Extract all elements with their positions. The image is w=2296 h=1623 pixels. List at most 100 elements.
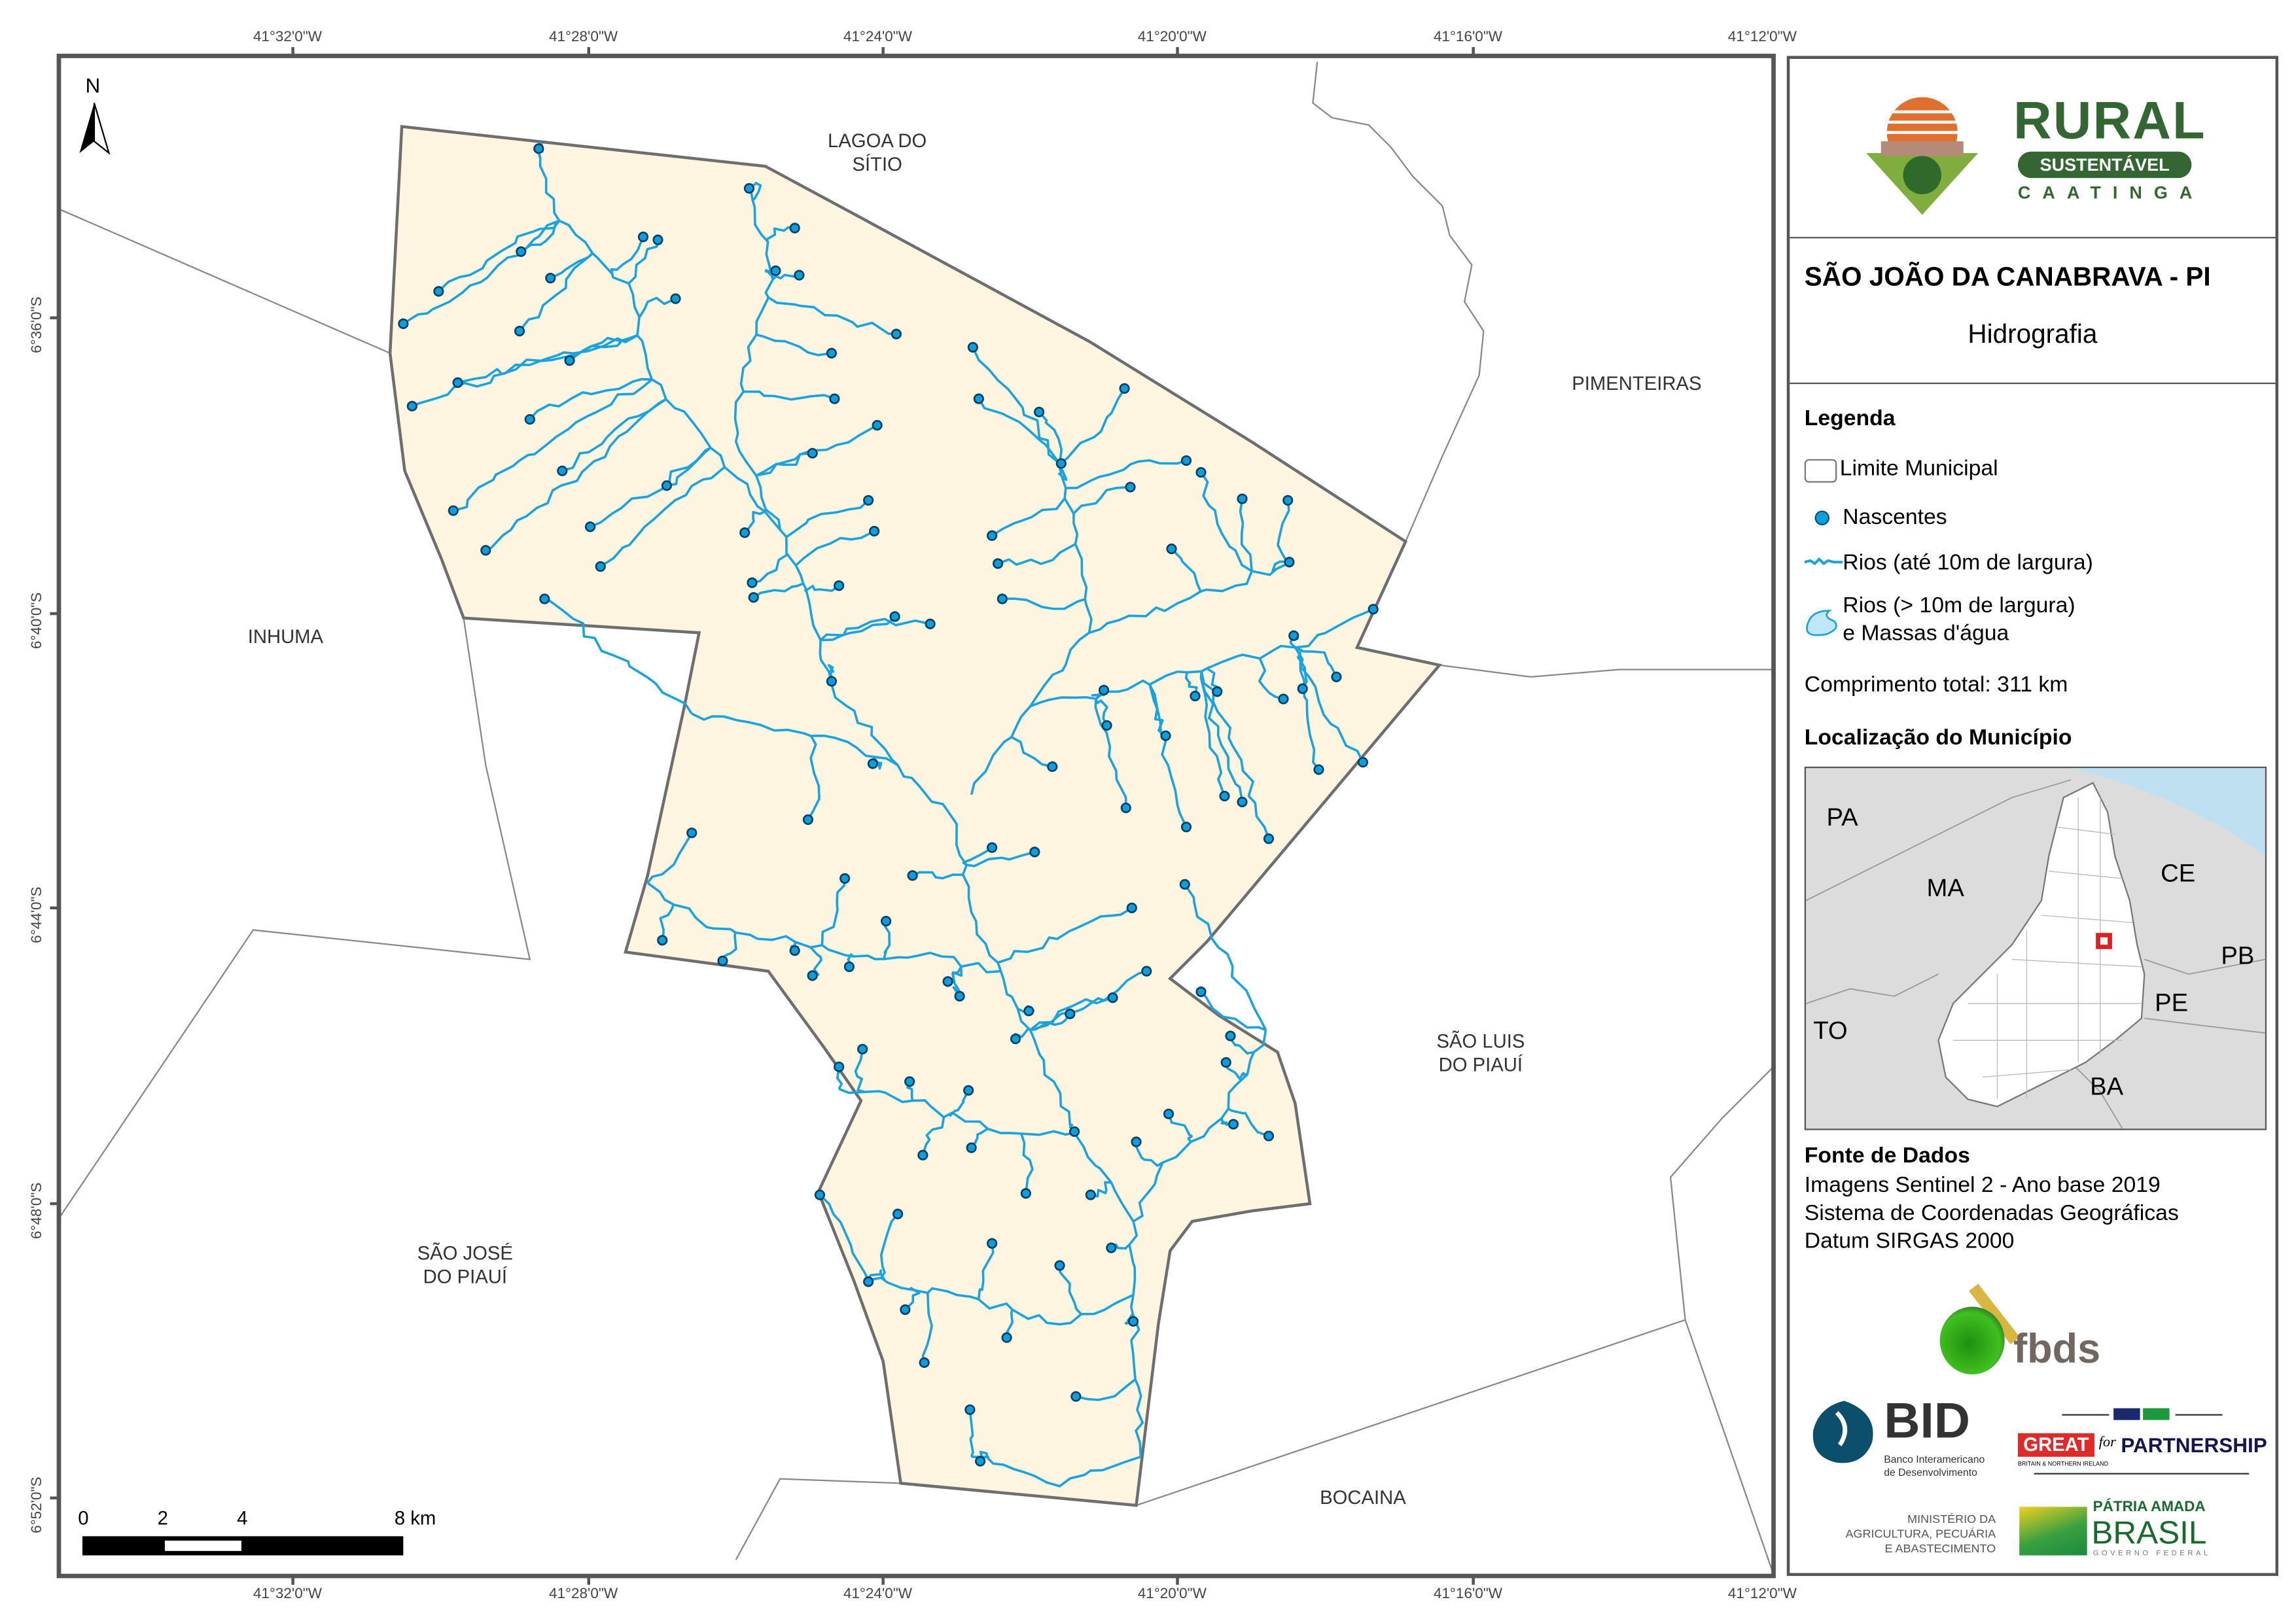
spring-point [1163,1108,1174,1119]
river-segment [1258,657,1284,701]
coord-label: 41°32'0"W [253,1586,322,1603]
spring-point [954,990,965,1002]
spring-point [826,347,838,358]
river-segment [970,1127,989,1149]
river-segment [748,182,762,201]
source-line-2: Sistema de Coordenadas Geográficas [1804,1200,2179,1226]
spring-point [564,355,575,366]
spring-point [1131,1136,1142,1147]
location-heading: Localização do Município [1804,725,2072,751]
spring-icon [1814,510,1830,526]
rivers [402,142,1374,1488]
spring-point [748,592,759,603]
river-segment [879,1213,899,1279]
river-segment [785,499,870,538]
river-segment [795,530,875,567]
spring-point [1047,761,1058,773]
spring-point [448,505,459,516]
source-line-1: Imagens Sentinel 2 - Ano base 2019 [1804,1172,2161,1198]
municipality-boundary [388,124,1443,1507]
river-segment [970,463,1093,795]
spring-point [433,286,444,297]
spring-point [514,326,525,337]
river-segment [438,220,561,292]
spring-point [1127,1316,1139,1327]
spring-point [964,1404,976,1416]
river-segment [1294,646,1308,689]
river-segment [1058,463,1068,481]
spring-point [717,955,728,966]
spring-point [1284,557,1295,568]
river-segment [904,1287,921,1311]
river-segment [804,584,840,592]
spring-point [398,318,409,329]
spring-point [892,1208,904,1219]
spring-point [1166,543,1177,555]
river-segment [1030,969,1147,1032]
title-section: SÃO JOÃO DA CANABRAVA - PI Hidrografia [1790,237,2276,385]
river-segment [1003,1309,1014,1339]
river-segment [529,377,652,421]
river-segment [977,1243,995,1300]
spring-point [869,525,880,537]
spring-point [557,465,568,476]
river-segment [765,226,795,243]
spring-point [670,293,681,304]
river-segment [1148,684,1167,737]
river-segment [659,904,675,941]
river-segment [867,1269,886,1282]
river-line-icon [1804,557,1843,566]
great-sub-text: BRITAIN & NORTHERN IRELAND [2017,1459,2109,1467]
river-segment [854,1049,865,1093]
inset-label-pa: PA [1826,803,1858,831]
spring-point [1195,986,1207,998]
north-arrow-icon [79,103,111,156]
spring-point [1085,1189,1096,1200]
spring-point [637,232,649,243]
legend-rios-big-2: e Massas d'água [1843,621,2009,646]
spring-point [917,1149,928,1161]
spring-point [452,377,463,388]
spring-point [975,1456,986,1467]
spring-point [986,530,998,541]
great-text: GREAT [2017,1433,2094,1457]
spring-point [1237,796,1248,808]
spring-point [1297,683,1308,694]
river-segment [1002,597,1086,610]
spring-point [480,545,491,556]
fbds-ball-icon [1939,1306,2005,1374]
spring-point [747,577,758,588]
ministry-line-2: AGRICULTURA, PECUÁRIA [1845,1527,1996,1541]
coord-ticks [50,46,1475,1585]
river-segment [972,347,1061,464]
inset-label-pe: PE [2155,988,2189,1017]
legend-heading: Legenda [1804,406,1896,432]
bid-text: BID [1884,1393,1970,1450]
spring-point [904,1076,915,1087]
spring-point [661,480,673,491]
spring-point [1001,1332,1012,1343]
river-segment [883,920,891,960]
river-segment [1294,646,1338,678]
river-segment [819,618,931,641]
coord-label: 41°12'0"W [1727,1586,1797,1603]
river-segment [1090,1181,1112,1198]
legend-nascentes: Nascentes [1843,504,1947,530]
coord-label: 41°28'0"W [549,1586,618,1603]
coord-label: 41°16'0"W [1433,29,1503,46]
spring-point [1020,1188,1031,1199]
spring-point [524,413,535,425]
spring-point [1220,1056,1231,1068]
spring-point [919,1357,930,1369]
river-segment [807,735,821,820]
spring-point [889,611,900,622]
spring-point [1282,495,1294,506]
bid-sub-2: de Desenvolvimento [1884,1468,1977,1479]
spring-point [770,265,781,276]
legend-limite: Limite Municipal [1839,456,1998,481]
river-segment [599,466,726,568]
spring-point [1070,1391,1082,1402]
inset-label-to: TO [1813,1017,1848,1045]
north-label: N [85,73,101,97]
